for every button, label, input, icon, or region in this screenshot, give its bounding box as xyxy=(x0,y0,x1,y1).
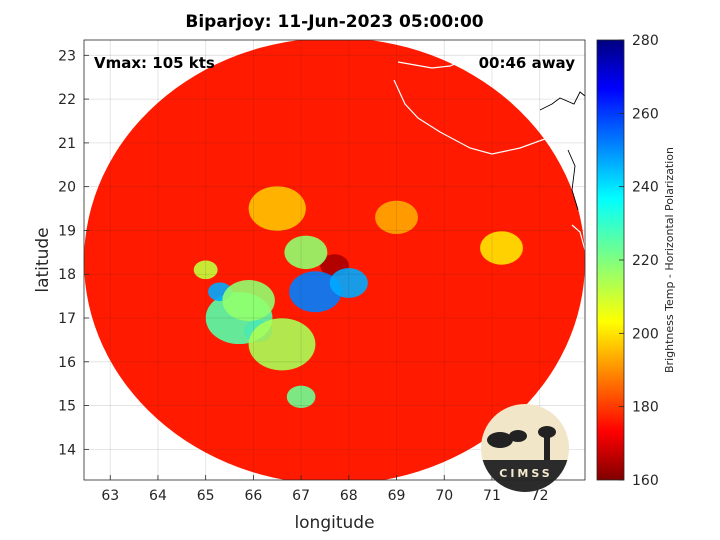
x-tick-label: 63 xyxy=(101,488,119,504)
brightness-temp-swath xyxy=(84,40,585,480)
swath-feature xyxy=(480,231,523,265)
colorbar-tick-label: 160 xyxy=(632,473,659,489)
vmax-label: Vmax: 105 kts xyxy=(94,54,215,72)
swath-feature xyxy=(289,271,342,313)
y-tick-label: 19 xyxy=(58,223,76,239)
y-tick-label: 17 xyxy=(58,311,76,327)
colorbar-tick-label: 280 xyxy=(632,33,659,49)
axes-frame xyxy=(83,39,586,481)
swath-feature xyxy=(193,260,218,280)
y-tick-label: 20 xyxy=(58,180,76,196)
swath-feature xyxy=(286,385,316,408)
colorbar: 160 180 200 220 240 260 280 Brightness Temp - … xyxy=(596,33,676,489)
coastline xyxy=(393,45,585,251)
y-tick-label: 21 xyxy=(58,136,76,152)
axis-ticks: 63 64 65 66 67 68 69 70 71 72 14 15 16 17 18 19 20 21 22 23 xyxy=(58,48,548,504)
y-tick-label: 14 xyxy=(58,442,76,458)
colorbar-tick-label: 240 xyxy=(632,180,659,196)
colorbar-tick-label: 260 xyxy=(632,106,659,122)
swath-feature xyxy=(248,186,306,231)
colorbar-ticks: 160 180 200 220 240 260 280 xyxy=(619,33,659,489)
x-tick-label: 65 xyxy=(197,488,215,504)
y-tick-label: 22 xyxy=(58,92,76,108)
x-tick-label: 71 xyxy=(483,488,501,504)
grid-lines xyxy=(84,40,585,480)
colorbar-title: Brightness Temp - Horizontal Polarizatio… xyxy=(663,147,676,373)
swath-feature xyxy=(222,280,275,321)
y-tick-label: 23 xyxy=(58,48,76,64)
swath-feature xyxy=(284,235,328,270)
y-axis-title: latitude xyxy=(33,227,53,292)
swath-feature xyxy=(329,268,368,298)
x-tick-label: 72 xyxy=(531,488,549,504)
x-axis-title: longitude xyxy=(294,513,374,533)
y-tick-label: 18 xyxy=(58,267,76,283)
x-tick-label: 70 xyxy=(435,488,453,504)
chart-title: Biparjoy: 11-Jun-2023 05:00:00 xyxy=(185,12,484,32)
cimss-logo: CIMSS xyxy=(481,404,569,492)
y-tick-label: 15 xyxy=(58,399,76,415)
x-tick-label: 66 xyxy=(244,488,262,504)
time-away-label: 00:46 away xyxy=(479,54,576,72)
x-tick-label: 64 xyxy=(149,488,167,504)
y-tick-label: 16 xyxy=(58,355,76,371)
x-tick-label: 68 xyxy=(340,488,358,504)
x-tick-label: 67 xyxy=(292,488,310,504)
x-tick-label: 69 xyxy=(388,488,406,504)
colorbar-tick-label: 180 xyxy=(632,400,659,416)
colorbar-tick-label: 220 xyxy=(632,253,659,269)
cimss-logo-text: CIMSS xyxy=(499,467,552,480)
colorbar-tick-label: 200 xyxy=(632,326,659,342)
swath-feature xyxy=(375,200,418,235)
swath-feature xyxy=(248,318,316,371)
